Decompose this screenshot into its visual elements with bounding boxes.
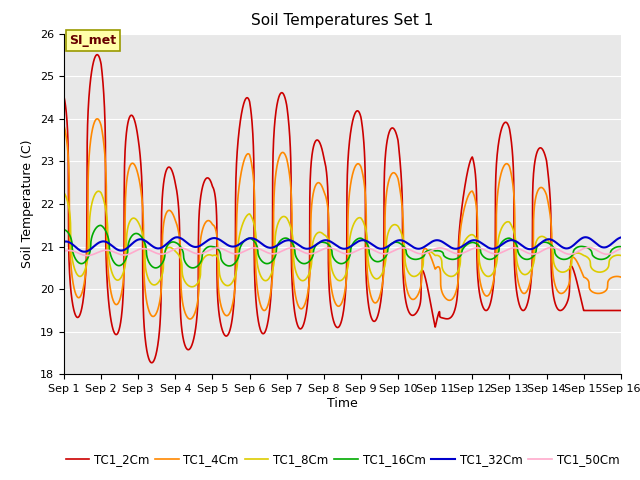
TC1_4Cm (606, 276, 614, 281)
TC1_32Cm (546, 237, 554, 242)
TC1_50Cm (606, 251, 614, 257)
TC1_32Cm (298, 244, 306, 250)
TC1_4Cm (93, 116, 101, 122)
TC1_8Cm (298, 278, 306, 284)
TC1_16Cm (60, 227, 68, 233)
TC1_4Cm (617, 274, 625, 280)
TC1_8Cm (188, 284, 196, 290)
TC1_32Cm (274, 242, 282, 248)
TC1_50Cm (157, 251, 164, 257)
TC1_50Cm (298, 249, 306, 254)
TC1_32Cm (606, 242, 614, 248)
TC1_8Cm (157, 276, 164, 282)
TC1_16Cm (274, 241, 282, 247)
TC1_50Cm (274, 250, 282, 256)
TC1_2Cm (274, 97, 282, 103)
Line: TC1_50Cm: TC1_50Cm (64, 248, 621, 255)
TC1_4Cm (274, 159, 282, 165)
TC1_2Cm (124, 121, 132, 127)
Line: TC1_4Cm: TC1_4Cm (64, 119, 621, 319)
TC1_32Cm (617, 235, 625, 240)
TC1_8Cm (274, 221, 282, 227)
Line: TC1_32Cm: TC1_32Cm (64, 237, 621, 252)
TC1_2Cm (547, 197, 554, 203)
TC1_2Cm (148, 360, 156, 366)
Text: SI_met: SI_met (70, 34, 116, 47)
TC1_2Cm (93, 52, 101, 58)
TC1_8Cm (617, 252, 625, 258)
TC1_8Cm (124, 226, 132, 231)
TC1_2Cm (157, 300, 164, 306)
TC1_16Cm (547, 241, 554, 247)
TC1_4Cm (547, 213, 554, 219)
TC1_8Cm (60, 190, 68, 196)
X-axis label: Time: Time (327, 397, 358, 410)
TC1_16Cm (152, 265, 159, 271)
TC1_16Cm (298, 260, 306, 266)
Line: TC1_8Cm: TC1_8Cm (64, 191, 621, 287)
TC1_16Cm (617, 244, 625, 250)
TC1_50Cm (124, 252, 132, 257)
TC1_50Cm (60, 248, 68, 254)
Y-axis label: Soil Temperature (C): Soil Temperature (C) (22, 140, 35, 268)
TC1_32Cm (582, 234, 589, 240)
TC1_16Cm (97, 223, 104, 228)
TC1_32Cm (81, 249, 88, 254)
TC1_8Cm (606, 256, 614, 262)
TC1_4Cm (157, 292, 164, 298)
TC1_32Cm (60, 239, 68, 245)
Title: Soil Temperatures Set 1: Soil Temperatures Set 1 (252, 13, 433, 28)
Line: TC1_2Cm: TC1_2Cm (64, 55, 621, 363)
TC1_50Cm (84, 252, 92, 258)
TC1_16Cm (157, 262, 164, 268)
TC1_8Cm (547, 241, 554, 247)
TC1_32Cm (124, 245, 132, 251)
TC1_16Cm (606, 251, 614, 257)
TC1_32Cm (157, 245, 164, 251)
TC1_4Cm (298, 306, 306, 312)
Line: TC1_16Cm: TC1_16Cm (64, 226, 621, 268)
TC1_2Cm (298, 325, 306, 331)
TC1_16Cm (124, 249, 132, 255)
TC1_2Cm (606, 308, 614, 313)
TC1_50Cm (585, 245, 593, 251)
TC1_4Cm (60, 123, 68, 129)
TC1_4Cm (186, 316, 194, 322)
TC1_2Cm (60, 94, 68, 100)
TC1_50Cm (546, 245, 554, 251)
Legend: TC1_2Cm, TC1_4Cm, TC1_8Cm, TC1_16Cm, TC1_32Cm, TC1_50Cm: TC1_2Cm, TC1_4Cm, TC1_8Cm, TC1_16Cm, TC1… (61, 448, 624, 471)
TC1_4Cm (124, 171, 132, 177)
TC1_8Cm (95, 188, 102, 194)
TC1_2Cm (617, 308, 625, 313)
TC1_50Cm (617, 246, 625, 252)
